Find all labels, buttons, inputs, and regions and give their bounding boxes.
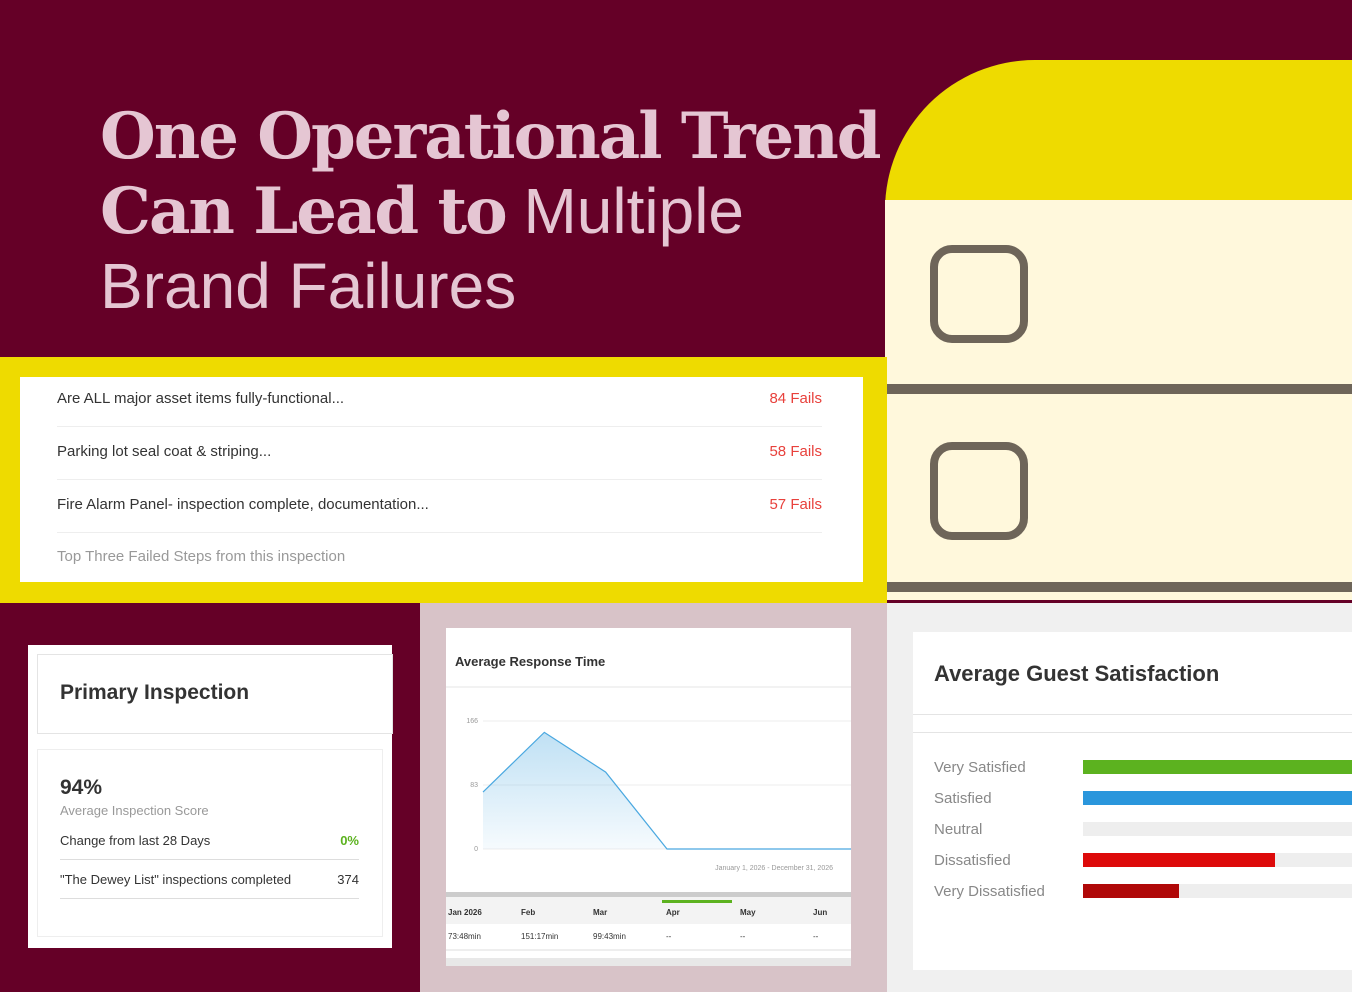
step-fails: 84 Fails — [769, 390, 822, 407]
divider — [57, 479, 822, 480]
title-bold: Can Lead to — [100, 174, 508, 249]
change-label: Change from last 28 Days — [60, 833, 211, 848]
table-header-cell: May — [740, 908, 756, 917]
table-header-cell: Jun — [813, 908, 827, 917]
table-cell: 73:48min — [448, 932, 481, 941]
completed-value: 374 — [337, 872, 359, 887]
title-line: One Operational Trend — [100, 99, 882, 174]
table-header-cell: Apr — [666, 908, 680, 917]
card-title: Primary Inspection — [60, 681, 250, 704]
table-cell: 99:43min — [593, 932, 626, 941]
area — [483, 732, 851, 849]
step-fails: 57 Fails — [769, 496, 822, 513]
title-light: Multiple — [523, 175, 744, 247]
table-header-cell: Mar — [593, 908, 607, 917]
category-label: Very Dissatisfied — [934, 883, 1045, 900]
table-cell: -- — [813, 932, 819, 941]
step-label: Parking lot seal coat & striping... — [57, 443, 272, 460]
satisfaction-card: Average Guest Satisfaction Very Satisfie… — [913, 632, 1352, 970]
category-label: Very Satisfied — [934, 759, 1026, 776]
score-label: Average Inspection Score — [60, 803, 209, 818]
table-cell: -- — [666, 932, 672, 941]
title: One Operational Trend Can Lead to Multip… — [100, 99, 882, 323]
category-label: Satisfied — [934, 790, 992, 807]
step-fails: 58 Fails — [769, 443, 822, 460]
deco-panel — [885, 200, 1352, 600]
title-light: Brand Failures — [100, 250, 517, 322]
caption: Top Three Failed Steps from this inspect… — [57, 548, 346, 565]
score: 94% — [60, 776, 103, 799]
bar-track — [1083, 822, 1352, 836]
step-label: Fire Alarm Panel- inspection complete, d… — [57, 496, 429, 513]
chart-title: Average Guest Satisfaction — [934, 661, 1220, 686]
completed-label: "The Dewey List" inspections completed — [60, 872, 292, 887]
chart-subtitle: January 1, 2026 - December 31, 2026 — [715, 865, 833, 872]
category-label: Neutral — [934, 821, 982, 838]
bar — [1083, 791, 1352, 805]
table-header-cell: Jan 2026 — [448, 908, 482, 917]
line-chart: 0 83 166 January 1, 2026 - December 31, 202… — [446, 686, 851, 966]
primary-card: Primary Inspection 94% Average Inspectio… — [28, 645, 393, 948]
bar-chart: Very Satisfied Satisfied Neutral Dissatisfi… — [934, 759, 1352, 900]
table-footer — [446, 958, 851, 966]
table-header-cell: Feb — [521, 908, 535, 917]
line — [482, 731, 851, 850]
bar — [1083, 853, 1275, 867]
divider — [57, 532, 822, 533]
change-value: 0% — [340, 833, 359, 848]
table-cell: -- — [740, 932, 746, 941]
response-card: Average Response Time 0 83 166 January 1, 2… — [446, 628, 851, 966]
y-tick-label: 0 — [474, 846, 478, 853]
highlight-box: Are ALL major asset items fully-function… — [0, 357, 887, 603]
failed-steps-card: Are ALL major asset items fully-function… — [20, 377, 863, 582]
step-label: Are ALL major asset items fully-function… — [57, 390, 345, 407]
table-bar — [446, 892, 851, 897]
y-tick-label: 83 — [470, 782, 478, 789]
category-label: Dissatisfied — [934, 852, 1011, 869]
bar — [1083, 760, 1352, 774]
chart-title: Average Response Time — [455, 654, 606, 669]
table-cell: 151:17min — [521, 932, 558, 941]
y-tick-label: 166 — [466, 718, 478, 725]
table-header — [446, 897, 851, 924]
active-tab — [662, 900, 732, 903]
divider — [57, 426, 822, 427]
bar — [1083, 884, 1179, 898]
